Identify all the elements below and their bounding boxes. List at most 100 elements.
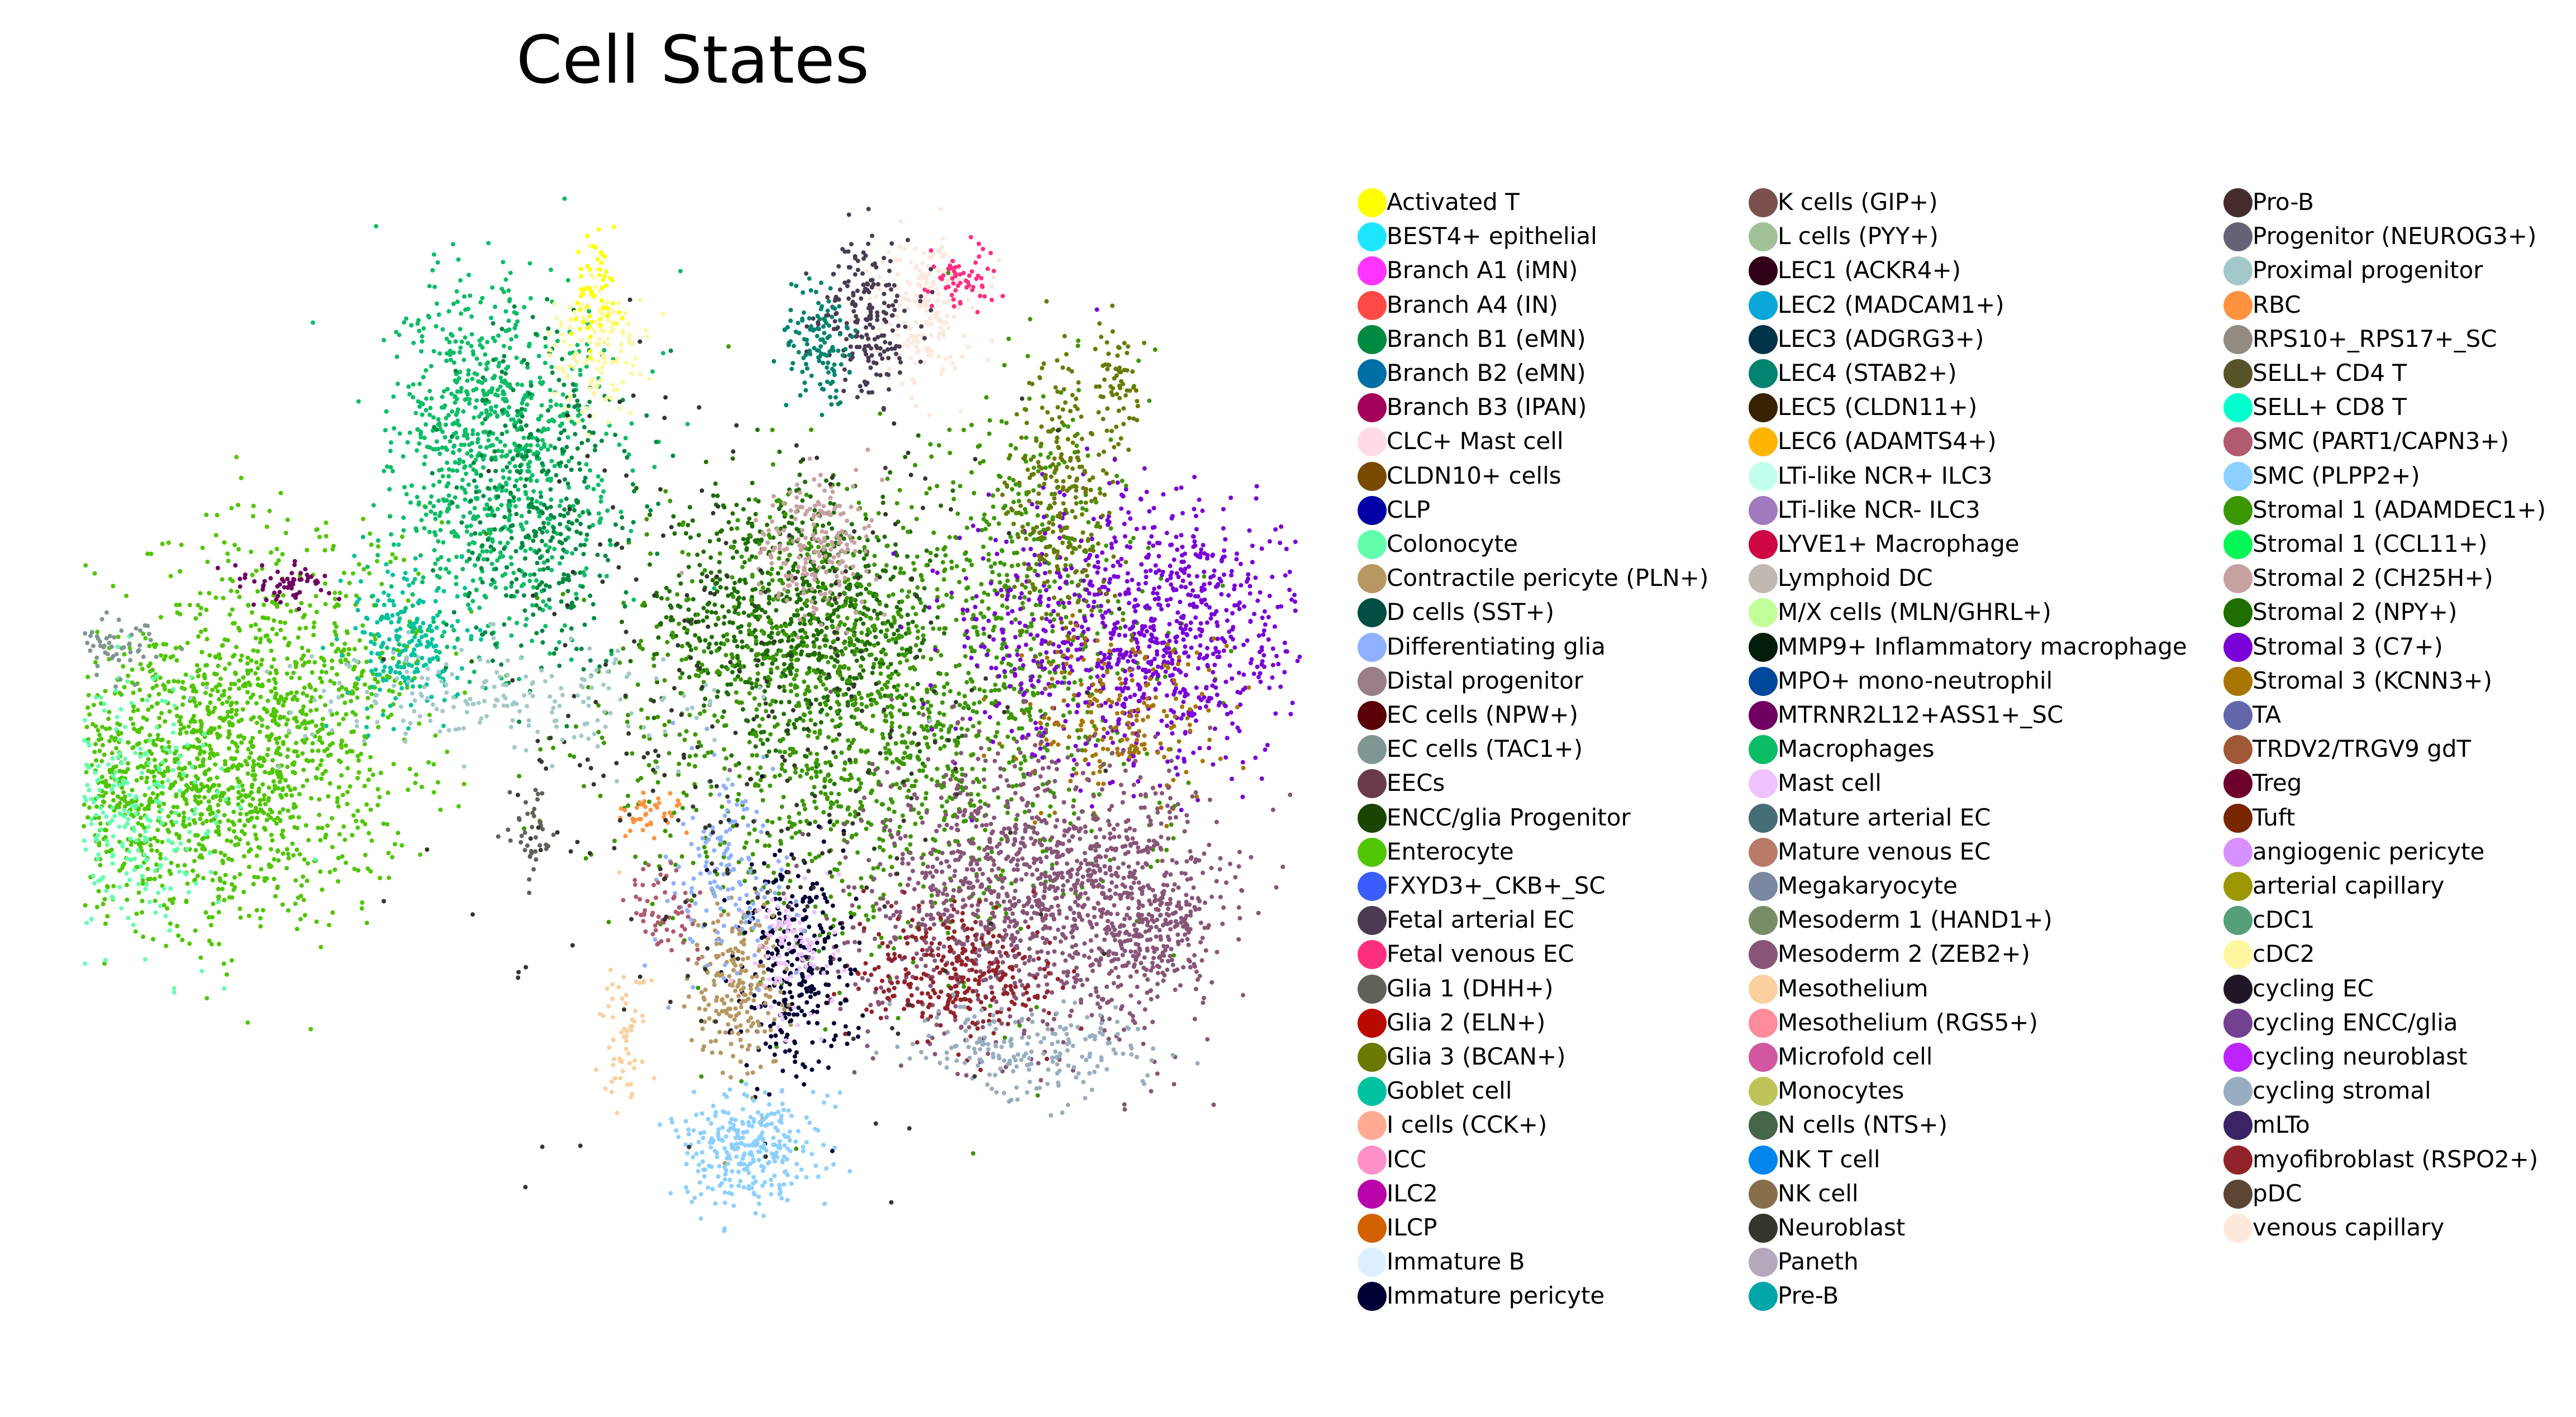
scatter-point (215, 752, 220, 757)
scatter-point (682, 737, 687, 742)
scatter-point (223, 797, 228, 802)
scatter-point (332, 621, 337, 626)
scatter-point (166, 679, 171, 684)
scatter-point (811, 633, 816, 638)
scatter-point (458, 327, 463, 332)
scatter-point (180, 938, 185, 942)
scatter-point (872, 698, 877, 703)
scatter-point (198, 612, 203, 617)
scatter-point (509, 584, 514, 589)
scatter-point (272, 857, 277, 862)
scatter-point (413, 411, 418, 416)
scatter-point (222, 880, 227, 885)
scatter-point (254, 853, 259, 858)
scatter-point (294, 698, 299, 703)
scatter-point (845, 807, 850, 812)
scatter-point (459, 385, 464, 390)
scatter-point (803, 602, 808, 607)
scatter-point (730, 655, 735, 660)
scatter-point (415, 617, 420, 622)
scatter-point (147, 693, 152, 698)
scatter-point (845, 486, 850, 492)
scatter-point (345, 766, 350, 771)
scatter-point (131, 709, 136, 714)
scatter-point (347, 580, 352, 585)
scatter-point (539, 403, 544, 408)
scatter-point (818, 790, 823, 795)
scatter-point (216, 824, 221, 829)
scatter-point (723, 756, 728, 761)
scatter-point (708, 555, 713, 560)
scatter-point (480, 421, 485, 426)
scatter-point (138, 833, 142, 838)
scatter-point (458, 350, 462, 355)
scatter-point (95, 629, 100, 634)
scatter-point (782, 712, 786, 717)
scatter-point (1018, 927, 1023, 931)
scatter-point (824, 676, 829, 681)
scatter-point (732, 540, 737, 544)
scatter-point (383, 428, 388, 433)
scatter-point (508, 449, 513, 454)
scatter-point (884, 628, 889, 633)
scatter-point (155, 733, 160, 738)
scatter-point (507, 476, 512, 481)
scatter-point (472, 669, 477, 674)
scatter-point (878, 411, 883, 416)
scatter-point (456, 804, 461, 809)
scatter-point (804, 754, 809, 759)
scatter-point (455, 389, 460, 394)
scatter-point (599, 478, 604, 483)
scatter-point (444, 447, 449, 452)
scatter-point (445, 387, 450, 392)
scatter-point (520, 383, 525, 388)
scatter-point (241, 736, 246, 740)
scatter-point (204, 637, 209, 642)
scatter-point (304, 879, 309, 884)
scatter-point (1186, 780, 1191, 785)
scatter-point (993, 616, 998, 621)
scatter-point (391, 727, 396, 732)
scatter-point (394, 330, 399, 335)
scatter-point (254, 805, 258, 810)
scatter-point (802, 618, 807, 623)
scatter-point (98, 805, 103, 810)
scatter-point (407, 430, 412, 435)
scatter-point (304, 712, 309, 717)
scatter-point (650, 369, 655, 374)
scatter-point (270, 789, 275, 794)
scatter-point (1155, 858, 1160, 863)
scatter-point (127, 646, 132, 651)
scatter-point (265, 616, 270, 621)
scatter-point (375, 680, 380, 685)
scatter-point (920, 626, 925, 631)
scatter-point (240, 783, 245, 788)
scatter-point (815, 628, 820, 633)
scatter-point (530, 473, 535, 478)
scatter-point (499, 488, 504, 493)
scatter-point (192, 685, 197, 690)
scatter-point (417, 441, 422, 446)
scatter-point (316, 748, 321, 753)
scatter-point (159, 738, 164, 742)
scatter-point (105, 914, 110, 919)
scatter-point (196, 674, 201, 679)
scatter-point (847, 643, 853, 648)
scatter-point (418, 553, 423, 558)
scatter-point (250, 610, 255, 615)
scatter-point (1072, 798, 1077, 803)
scatter-point (678, 269, 683, 274)
scatter-point (486, 241, 491, 246)
scatter-point (143, 739, 148, 744)
scatter-point (152, 782, 157, 787)
scatter-point (320, 717, 325, 722)
scatter-point (187, 822, 192, 827)
scatter-point (849, 522, 854, 527)
scatter-point (545, 427, 550, 432)
scatter-point (859, 876, 864, 881)
scatter-point (124, 871, 129, 876)
scatter-point (278, 716, 283, 721)
scatter-point (885, 680, 891, 685)
scatter-point (472, 505, 477, 510)
scatter-point (270, 627, 275, 631)
